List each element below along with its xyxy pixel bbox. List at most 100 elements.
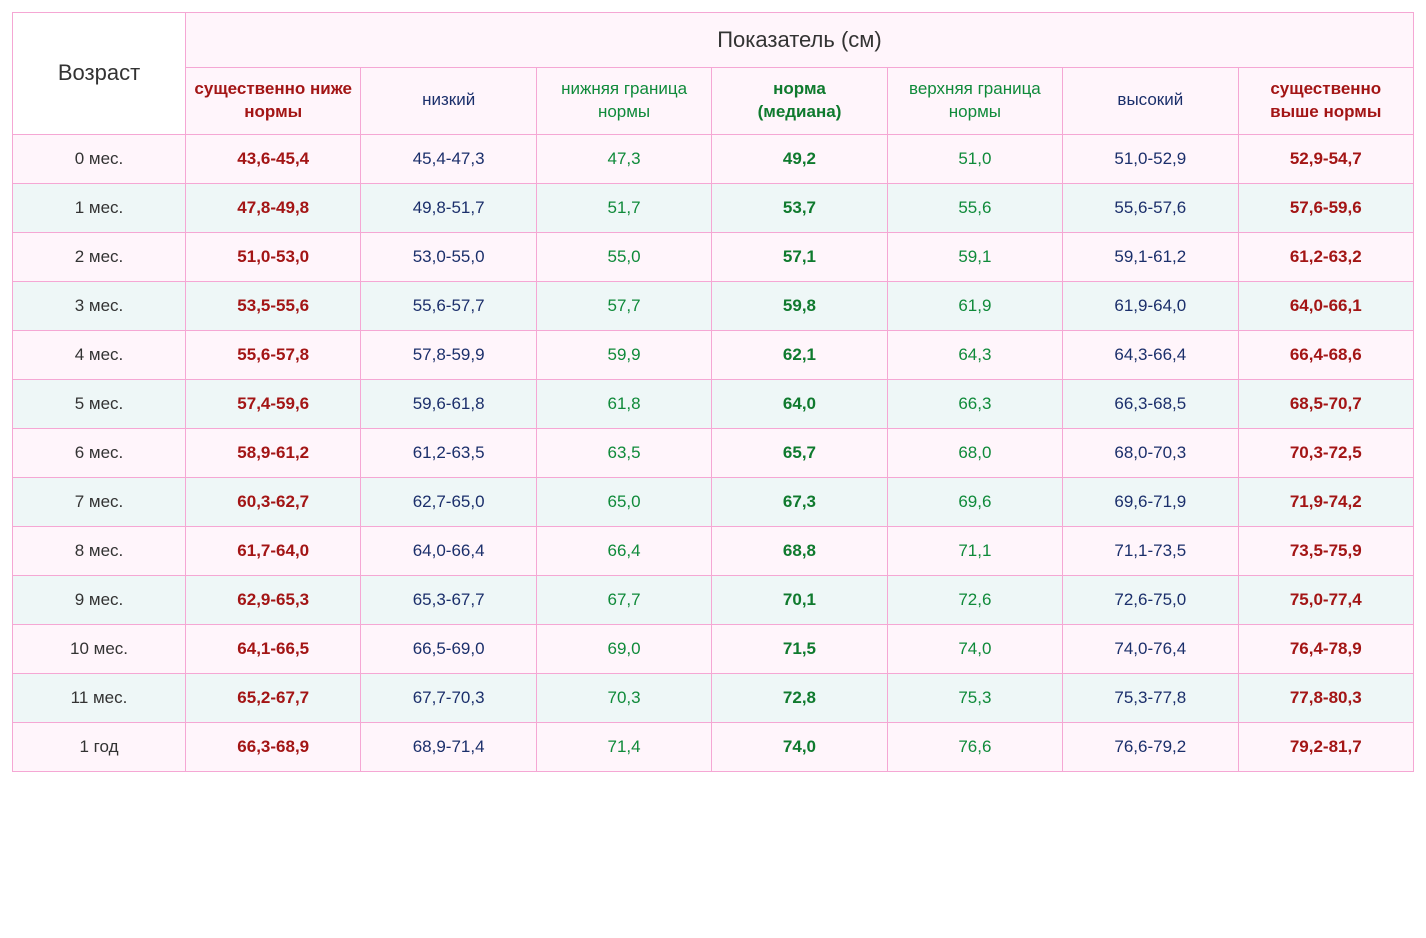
value-cell: 70,3 — [536, 673, 711, 722]
col-median: норма(медиана) — [712, 68, 887, 135]
table-row: 11 мес.65,2-67,767,7-70,370,372,875,375,… — [13, 673, 1414, 722]
value-cell: 43,6-45,4 — [186, 134, 361, 183]
col-low: низкий — [361, 68, 536, 135]
value-cell: 65,3-67,7 — [361, 575, 536, 624]
age-cell: 8 мес. — [13, 526, 186, 575]
value-cell: 57,7 — [536, 281, 711, 330]
table-row: 5 мес.57,4-59,659,6-61,861,864,066,366,3… — [13, 379, 1414, 428]
age-cell: 5 мес. — [13, 379, 186, 428]
value-cell: 68,9-71,4 — [361, 722, 536, 771]
table-row: 1 год66,3-68,968,9-71,471,474,076,676,6-… — [13, 722, 1414, 771]
metric-column-header: Показатель (см) — [186, 13, 1414, 68]
value-cell: 65,7 — [712, 428, 887, 477]
value-cell: 57,8-59,9 — [361, 330, 536, 379]
value-cell: 72,8 — [712, 673, 887, 722]
value-cell: 73,5-75,9 — [1238, 526, 1413, 575]
col-very-low: существенно ниже нормы — [186, 68, 361, 135]
value-cell: 71,9-74,2 — [1238, 477, 1413, 526]
age-cell: 1 мес. — [13, 183, 186, 232]
value-cell: 62,9-65,3 — [186, 575, 361, 624]
value-cell: 52,9-54,7 — [1238, 134, 1413, 183]
table-row: 6 мес.58,9-61,261,2-63,563,565,768,068,0… — [13, 428, 1414, 477]
value-cell: 47,8-49,8 — [186, 183, 361, 232]
value-cell: 55,6 — [887, 183, 1062, 232]
value-cell: 59,9 — [536, 330, 711, 379]
table-row: 10 мес.64,1-66,566,5-69,069,071,574,074,… — [13, 624, 1414, 673]
age-cell: 1 год — [13, 722, 186, 771]
value-cell: 64,0-66,4 — [361, 526, 536, 575]
value-cell: 75,3 — [887, 673, 1062, 722]
value-cell: 75,0-77,4 — [1238, 575, 1413, 624]
value-cell: 72,6-75,0 — [1063, 575, 1238, 624]
value-cell: 66,3 — [887, 379, 1062, 428]
value-cell: 67,7 — [536, 575, 711, 624]
value-cell: 64,0-66,1 — [1238, 281, 1413, 330]
value-cell: 65,2-67,7 — [186, 673, 361, 722]
value-cell: 76,6 — [887, 722, 1062, 771]
value-cell: 70,1 — [712, 575, 887, 624]
value-cell: 60,3-62,7 — [186, 477, 361, 526]
age-cell: 6 мес. — [13, 428, 186, 477]
value-cell: 71,5 — [712, 624, 887, 673]
growth-table: Возраст Показатель (см) существенно ниже… — [12, 12, 1414, 772]
value-cell: 62,7-65,0 — [361, 477, 536, 526]
table-row: 2 мес.51,0-53,053,0-55,055,057,159,159,1… — [13, 232, 1414, 281]
value-cell: 55,0 — [536, 232, 711, 281]
value-cell: 76,4-78,9 — [1238, 624, 1413, 673]
value-cell: 69,6 — [887, 477, 1062, 526]
value-cell: 51,7 — [536, 183, 711, 232]
value-cell: 77,8-80,3 — [1238, 673, 1413, 722]
value-cell: 55,6-57,8 — [186, 330, 361, 379]
value-cell: 47,3 — [536, 134, 711, 183]
table-row: 9 мес.62,9-65,365,3-67,767,770,172,672,6… — [13, 575, 1414, 624]
value-cell: 74,0 — [712, 722, 887, 771]
table-row: 1 мес.47,8-49,849,8-51,751,753,755,655,6… — [13, 183, 1414, 232]
value-cell: 63,5 — [536, 428, 711, 477]
value-cell: 57,1 — [712, 232, 887, 281]
col-high: высокий — [1063, 68, 1238, 135]
value-cell: 55,6-57,7 — [361, 281, 536, 330]
value-cell: 61,2-63,5 — [361, 428, 536, 477]
value-cell: 59,6-61,8 — [361, 379, 536, 428]
value-cell: 65,0 — [536, 477, 711, 526]
value-cell: 59,1-61,2 — [1063, 232, 1238, 281]
value-cell: 74,0 — [887, 624, 1062, 673]
value-cell: 62,1 — [712, 330, 887, 379]
value-cell: 66,3-68,5 — [1063, 379, 1238, 428]
value-cell: 57,6-59,6 — [1238, 183, 1413, 232]
value-cell: 59,8 — [712, 281, 887, 330]
value-cell: 68,5-70,7 — [1238, 379, 1413, 428]
value-cell: 59,1 — [887, 232, 1062, 281]
value-cell: 61,9 — [887, 281, 1062, 330]
value-cell: 72,6 — [887, 575, 1062, 624]
value-cell: 75,3-77,8 — [1063, 673, 1238, 722]
value-cell: 71,4 — [536, 722, 711, 771]
age-cell: 0 мес. — [13, 134, 186, 183]
value-cell: 64,0 — [712, 379, 887, 428]
value-cell: 57,4-59,6 — [186, 379, 361, 428]
age-cell: 9 мес. — [13, 575, 186, 624]
value-cell: 53,0-55,0 — [361, 232, 536, 281]
value-cell: 66,5-69,0 — [361, 624, 536, 673]
table-row: 8 мес.61,7-64,064,0-66,466,468,871,171,1… — [13, 526, 1414, 575]
value-cell: 79,2-81,7 — [1238, 722, 1413, 771]
value-cell: 66,4-68,6 — [1238, 330, 1413, 379]
table-row: 4 мес.55,6-57,857,8-59,959,962,164,364,3… — [13, 330, 1414, 379]
value-cell: 51,0-53,0 — [186, 232, 361, 281]
value-cell: 71,1 — [887, 526, 1062, 575]
value-cell: 58,9-61,2 — [186, 428, 361, 477]
value-cell: 64,1-66,5 — [186, 624, 361, 673]
age-cell: 11 мес. — [13, 673, 186, 722]
value-cell: 68,0 — [887, 428, 1062, 477]
col-lower-norm: нижняя граница нормы — [536, 68, 711, 135]
table-row: 3 мес.53,5-55,655,6-57,757,759,861,961,9… — [13, 281, 1414, 330]
value-cell: 66,4 — [536, 526, 711, 575]
value-cell: 76,6-79,2 — [1063, 722, 1238, 771]
value-cell: 61,7-64,0 — [186, 526, 361, 575]
value-cell: 51,0-52,9 — [1063, 134, 1238, 183]
value-cell: 53,5-55,6 — [186, 281, 361, 330]
value-cell: 67,7-70,3 — [361, 673, 536, 722]
value-cell: 70,3-72,5 — [1238, 428, 1413, 477]
col-upper-norm: верхняя граница нормы — [887, 68, 1062, 135]
value-cell: 61,8 — [536, 379, 711, 428]
